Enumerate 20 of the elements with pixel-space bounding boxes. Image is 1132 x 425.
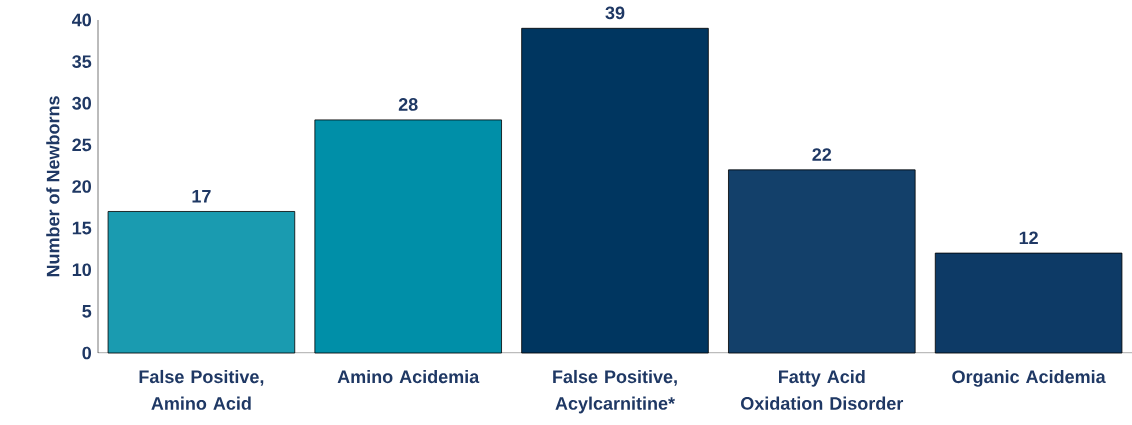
y-tick-label: 25 [72,138,92,152]
data-label: 12 [1019,231,1038,245]
y-tick-label: 10 [72,263,91,277]
x-tick-label: Amino Acidemia [337,369,480,384]
y-tick-label: 35 [72,55,92,69]
data-label: 39 [605,6,625,20]
y-tick-label: 15 [72,221,92,235]
y-tick-label: 20 [72,180,91,193]
data-label: 17 [192,190,211,203]
x-tick-label: False Positive, Amino Acid [139,369,264,410]
data-label: 28 [398,98,418,111]
y-tick-label: 30 [72,96,91,110]
y-axis-title: Number of Newborns [46,96,60,277]
y-tick-label: 40 [71,13,91,27]
x-tick-label: False Positive, Acylcarnitine* [553,369,677,414]
y-tick-label: 5 [82,305,92,318]
x-tick-label: Organic Acidemia [952,369,1106,387]
x-tick-label: Fatty Acid Oxidation Disorder [741,369,904,410]
data-label: 22 [812,148,832,161]
y-tick-label: 0 [82,346,92,360]
